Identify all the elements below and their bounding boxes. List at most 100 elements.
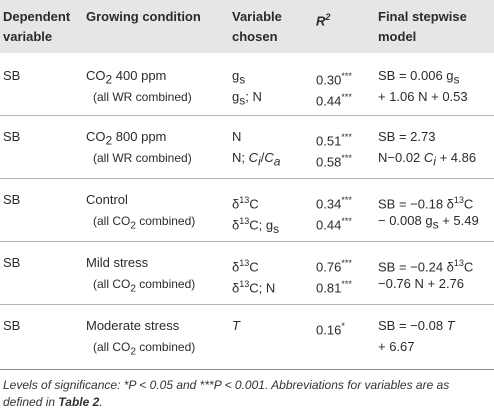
condition-note-rest: combined) [135,214,196,228]
header-r: R [316,13,326,29]
condition-note-text: (all CO [93,340,131,354]
r2-cell-1: 0.76*** [316,255,352,275]
header-dependent-line1: Dependent [3,9,71,24]
model-text: SB = −0.08 [378,318,447,333]
header-dependent-line2: variable [3,29,53,44]
header-final-line1: Final stepwise [378,9,467,24]
variable-rest: ; N [245,89,262,104]
significance-mark: *** [341,92,352,102]
r2-cell-2: 0.58*** [316,150,352,170]
r2-cell-1: 0.51*** [316,129,352,149]
significance-mark: *** [341,153,352,163]
variable-ci-sub: i [258,154,261,169]
condition-cell: CO2 400 ppm [86,68,166,88]
condition-cell: Moderate stress [86,318,180,333]
table-row: SB Control (all CO2 combined) δ13C δ13C;… [0,179,494,241]
model-line-1: SB = 2.73 [378,129,436,144]
dependent-variable-cell: SB [3,318,21,333]
footnote-table-link[interactable]: Table 2 [58,395,100,409]
r2-value: 0.34 [316,196,342,212]
condition-note-rest: combined) [135,277,196,291]
header-final-line2: model [378,29,417,44]
significance-mark: *** [341,132,352,142]
condition-cell: CO2 800 ppm [86,129,166,149]
table-row: SB CO2 400 ppm (all WR combined) gs gs; … [0,53,494,115]
variable-cell-2: δ13C; N [232,276,275,296]
model-rest: + 4.86 [439,150,477,165]
variable-cell-1: δ13C [232,192,259,212]
model-t: T [446,318,455,333]
condition-note: (all CO2 combined) [93,339,195,360]
r2-cell-1: 0.34*** [316,192,352,212]
condition-note: (all WR combined) [93,151,192,165]
r2-cell-1: 0.16* [316,318,345,338]
header-dependent-variable: Dependent variable [3,7,70,47]
header-r-squared: R2 [316,7,330,31]
model-line-2: N−0.02 Ci + 4.86 [378,150,476,170]
variable-cell-1: T [232,318,240,333]
isotope-sup: 13 [239,258,250,268]
header-variable-chosen: Variable chosen [232,7,282,47]
model-line-1: SB = −0.24 δ13C [378,255,473,275]
model-sub: s [432,217,439,232]
delta-symbol: δ [232,280,240,296]
variable-ci: C [248,150,259,165]
condition-sub: 2 [105,72,113,87]
variable-text: g [232,89,240,104]
header-r-sup: 2 [325,12,331,22]
model-text: N−0.02 [378,150,424,165]
header-growing-condition: Growing condition [86,9,201,24]
variable-cell-2: δ13C; gs [232,213,279,237]
isotope-sup: 13 [239,216,250,226]
condition-sub: 2 [105,133,113,148]
isotope-sup: 13 [239,195,250,205]
variable-sub: s [273,221,280,236]
row-divider [0,304,494,305]
variable-sub: s [239,72,246,87]
condition-note-rest: combined) [135,340,196,354]
model-line-2: −0.76 N + 2.76 [378,276,465,291]
table-footnote: Levels of significance: *P < 0.05 and **… [3,377,491,411]
row-divider [0,178,494,179]
variable-text: C [249,196,259,212]
variable-sub: s [239,93,246,108]
condition-note: (all CO2 combined) [93,276,195,297]
row-divider [0,115,494,116]
model-line-2: + 6.67 [378,339,415,354]
r2-cell-2: 0.44*** [316,89,352,109]
header-final-model: Final stepwise model [378,7,467,47]
r2-cell-1: 0.30*** [316,68,352,88]
model-rest: + 5.49 [438,213,479,228]
significance-mark: *** [341,195,352,205]
table-row: SB Mild stress (all CO2 combined) δ13C δ… [0,242,494,304]
variable-text: C; N [249,280,276,296]
row-divider [0,241,494,242]
r2-value: 0.44 [316,93,342,109]
table-row: SB Moderate stress (all CO2 combined) T … [0,305,494,369]
significance-mark: * [341,321,345,331]
condition-text: CO [86,68,106,83]
significance-mark: *** [341,71,352,81]
variable-text: C [249,259,259,275]
isotope-sup: 13 [453,195,464,205]
table-header: Dependent variable Growing condition Var… [0,0,494,53]
r2-cell-2: 0.81*** [316,276,352,296]
condition-note: (all CO2 combined) [93,213,195,234]
variable-cell-2: N; Ci/Ca [232,150,280,170]
significance-mark: *** [341,279,352,289]
dependent-variable-cell: SB [3,255,21,270]
dependent-variable-cell: SB [3,68,21,83]
variable-ca-sub: a [273,154,281,169]
condition-text: CO [86,129,106,144]
condition-note-text: (all CO [93,214,131,228]
model-text: SB = 0.006 g [378,68,454,83]
model-line-1: SB = 0.006 gs [378,68,460,88]
model-ci-sub: i [433,154,436,169]
model-ci: C [423,150,434,165]
condition-note-sub: 2 [130,283,136,295]
condition-rest: 800 ppm [112,129,167,144]
variable-text: N; [232,150,249,165]
model-text: − 0.008 g [378,213,433,228]
r2-value: 0.16 [316,322,342,338]
